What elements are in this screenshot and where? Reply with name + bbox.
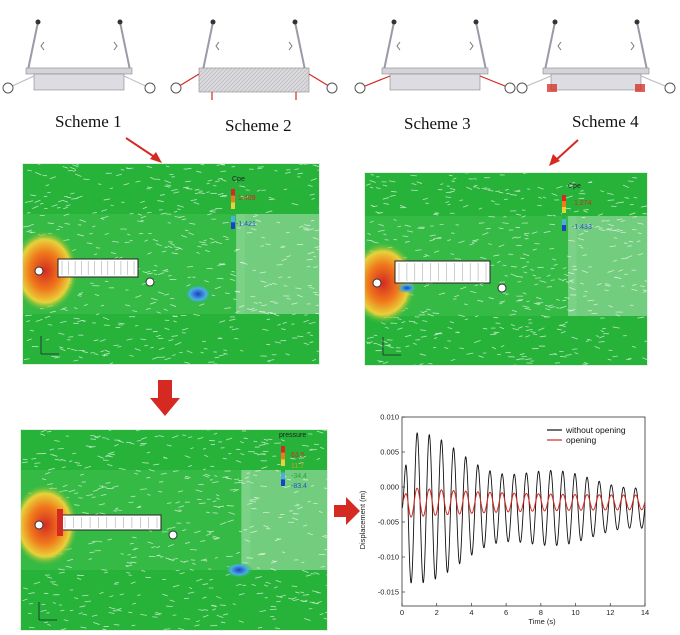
legend-value-3: -34.4 (291, 473, 307, 480)
legend-value-4: -83.4 (291, 483, 307, 490)
arrow-scheme-4 (549, 140, 578, 166)
legend-title: pressure (279, 432, 306, 439)
legend-title: Cpe (568, 183, 581, 190)
flow-field-scheme-4 (365, 173, 647, 365)
x-tick-label: 6 (504, 608, 508, 617)
legend-min: -1.421 (236, 221, 256, 228)
displacement-chart-svg: Displacement (m) Time (s) 0.010 0.005 0.00… (352, 410, 664, 630)
legend-entry: opening (566, 435, 597, 445)
displacement-chart: Displacement (m) Time (s) 0.010 0.005 0.00… (352, 410, 664, 630)
x-tick-label: 10 (571, 608, 579, 617)
x-tick-label: 12 (606, 608, 614, 617)
x-tick-label: 14 (641, 608, 649, 617)
legend-title: Cpe (232, 176, 245, 183)
flow-field-pressure (21, 430, 327, 630)
x-tick-label: 4 (469, 608, 473, 617)
x-tick-label: 0 (400, 608, 404, 617)
legend-value-1: 63.5 (291, 452, 305, 459)
legend-max: 1.409 (238, 195, 256, 202)
series-line-without-opening (402, 433, 645, 583)
flow-panel-pressure: pressure 63.5 11.7 -34.4 -83.4 (20, 429, 328, 631)
x-tick-label: 8 (539, 608, 543, 617)
legend-min: -1.433 (572, 224, 592, 231)
legend-max: 1.274 (574, 200, 592, 207)
x-axis-label: Time (s) (528, 617, 556, 626)
flow-field-scheme-1 (23, 164, 319, 364)
arrow-down (150, 380, 180, 416)
flow-panel-scheme-1: Cpe 1.409 -1.421 (22, 163, 320, 365)
x-tick-label: 2 (435, 608, 439, 617)
y-tick-label: 0.005 (380, 448, 399, 457)
y-tick-label: -0.015 (378, 588, 399, 597)
y-tick-label: -0.005 (378, 518, 399, 527)
y-axis-label: Displacement (m) (358, 490, 367, 549)
y-tick-label: 0.010 (380, 413, 399, 422)
arrow-scheme-1 (126, 138, 162, 163)
flow-panel-scheme-4: Cpe 1.274 -1.433 (364, 172, 648, 366)
legend-value-2: 11.7 (291, 463, 304, 470)
y-tick-label: -0.010 (378, 553, 399, 562)
y-tick-label: 0.000 (380, 483, 399, 492)
legend-entry: without opening (565, 425, 626, 435)
